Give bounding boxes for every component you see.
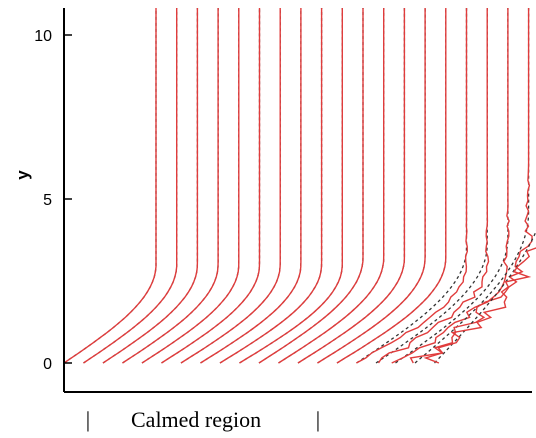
y-tick-label-10: 10	[34, 28, 52, 45]
dashed-profile-13	[297, 8, 406, 364]
dashed-profile-7	[180, 8, 281, 364]
dashed-profile-12	[278, 8, 385, 364]
dashed-profile-17	[375, 8, 488, 364]
solid-profile-11	[258, 8, 364, 364]
calmed-region-label: Calmed region	[131, 407, 261, 432]
solid-profile-4	[122, 8, 219, 364]
dashed-profile-2	[83, 8, 178, 364]
y-ticks: 0 5 10	[34, 28, 72, 373]
dashed-profile-11	[258, 8, 364, 364]
solid-profile-2	[83, 8, 178, 364]
solid-profile-9	[219, 8, 323, 364]
dashed-profile-18	[395, 8, 509, 364]
solid-profile-1	[63, 8, 157, 364]
solid-profile-6	[161, 8, 261, 364]
velocity-profiles	[63, 8, 536, 364]
region-marker-right: |	[316, 407, 320, 432]
dashed-profile-1	[63, 8, 157, 364]
solid-profile-7	[180, 8, 281, 364]
solid-profile-5	[141, 8, 240, 364]
solid-profile-10	[239, 8, 343, 364]
y-axis-title: y	[13, 170, 32, 180]
solid-profile-16	[356, 8, 469, 364]
solid-profile-15	[336, 8, 447, 364]
dashed-profile-4	[122, 8, 219, 364]
solid-profile-17	[377, 8, 490, 364]
solid-profile-20	[423, 247, 536, 364]
solid-profile-3	[102, 8, 199, 364]
solid-profile-18	[391, 8, 510, 364]
solid-profile-19	[409, 8, 533, 364]
solid-profile-14	[317, 8, 426, 364]
y-tick-label-0: 0	[43, 356, 52, 373]
solid-profile-13	[297, 8, 406, 364]
solid-profile-8	[200, 8, 302, 364]
dashed-profile-3	[102, 8, 199, 364]
dashed-profile-20	[434, 229, 536, 364]
y-tick-label-5: 5	[43, 192, 52, 209]
region-marker-left: |	[86, 407, 90, 432]
dashed-profile-16	[356, 8, 468, 364]
solid-profile-12	[278, 8, 385, 364]
